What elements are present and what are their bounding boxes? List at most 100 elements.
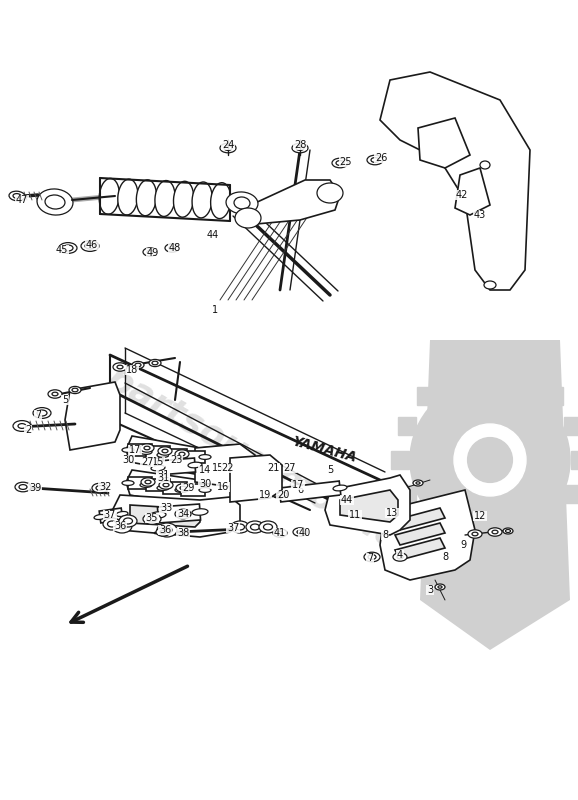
Polygon shape: [380, 72, 530, 290]
Ellipse shape: [157, 523, 177, 537]
Ellipse shape: [163, 483, 169, 486]
Ellipse shape: [141, 478, 155, 486]
Ellipse shape: [179, 452, 185, 456]
Ellipse shape: [9, 191, 25, 201]
Polygon shape: [146, 479, 170, 491]
Ellipse shape: [112, 519, 132, 533]
Polygon shape: [128, 477, 152, 489]
Bar: [391, 451, 409, 469]
Ellipse shape: [157, 453, 169, 458]
Polygon shape: [157, 504, 201, 523]
Ellipse shape: [149, 359, 161, 366]
Text: 33: 33: [160, 503, 172, 513]
Ellipse shape: [147, 250, 153, 254]
Polygon shape: [325, 475, 410, 535]
Bar: [398, 417, 416, 434]
Text: 47: 47: [16, 195, 28, 205]
Ellipse shape: [192, 182, 212, 218]
Text: 49: 49: [147, 248, 159, 258]
Text: 5: 5: [327, 465, 333, 475]
Polygon shape: [395, 523, 445, 545]
Ellipse shape: [162, 450, 168, 453]
Text: 21: 21: [157, 470, 169, 480]
Text: 30: 30: [199, 479, 211, 489]
Text: 26: 26: [375, 153, 387, 163]
Ellipse shape: [273, 529, 287, 538]
Ellipse shape: [158, 446, 172, 455]
Polygon shape: [126, 470, 240, 508]
Text: 6: 6: [297, 485, 303, 495]
Ellipse shape: [48, 390, 62, 398]
Circle shape: [468, 438, 513, 482]
Bar: [447, 368, 465, 386]
Polygon shape: [157, 458, 195, 475]
Ellipse shape: [438, 586, 442, 588]
Polygon shape: [181, 484, 205, 496]
Text: 9: 9: [460, 540, 466, 550]
Ellipse shape: [19, 485, 27, 490]
Ellipse shape: [251, 490, 265, 498]
Ellipse shape: [393, 553, 407, 562]
Ellipse shape: [159, 481, 173, 489]
Ellipse shape: [296, 146, 304, 150]
Ellipse shape: [264, 524, 272, 530]
Ellipse shape: [146, 481, 158, 486]
Polygon shape: [230, 455, 282, 502]
Ellipse shape: [103, 518, 121, 530]
Polygon shape: [130, 505, 200, 527]
Ellipse shape: [506, 530, 510, 533]
Text: 29: 29: [182, 483, 194, 493]
Ellipse shape: [117, 522, 127, 530]
Polygon shape: [395, 508, 445, 530]
Bar: [564, 417, 578, 434]
Text: 1: 1: [212, 305, 218, 315]
Text: 2: 2: [25, 425, 31, 435]
Ellipse shape: [364, 552, 380, 562]
Ellipse shape: [368, 554, 376, 559]
Ellipse shape: [472, 532, 478, 536]
Ellipse shape: [293, 528, 307, 536]
Text: 28: 28: [294, 140, 306, 150]
Ellipse shape: [164, 450, 176, 454]
Ellipse shape: [122, 448, 134, 452]
Text: 31: 31: [157, 473, 169, 483]
Ellipse shape: [413, 480, 423, 486]
Ellipse shape: [181, 453, 193, 458]
Ellipse shape: [72, 388, 78, 392]
Ellipse shape: [468, 530, 482, 538]
Ellipse shape: [210, 182, 231, 218]
Text: 15: 15: [212, 463, 224, 473]
Text: 46: 46: [86, 240, 98, 250]
Ellipse shape: [147, 516, 157, 522]
Ellipse shape: [179, 512, 187, 517]
Text: 21: 21: [267, 463, 279, 473]
Bar: [398, 486, 416, 503]
Ellipse shape: [37, 410, 47, 416]
Text: 36: 36: [114, 521, 126, 531]
Polygon shape: [418, 118, 470, 168]
Ellipse shape: [492, 530, 498, 534]
Ellipse shape: [37, 189, 73, 215]
Polygon shape: [146, 446, 170, 458]
Bar: [417, 514, 435, 533]
Text: 15: 15: [152, 457, 164, 467]
Ellipse shape: [108, 521, 117, 527]
Polygon shape: [279, 481, 341, 502]
Text: 20: 20: [277, 490, 289, 500]
Ellipse shape: [176, 484, 190, 492]
Ellipse shape: [136, 180, 157, 216]
Ellipse shape: [143, 248, 157, 256]
Ellipse shape: [124, 518, 132, 524]
Text: 5: 5: [62, 395, 68, 405]
Ellipse shape: [13, 421, 31, 431]
Circle shape: [410, 380, 570, 540]
Text: 3: 3: [427, 585, 433, 595]
Ellipse shape: [85, 243, 95, 249]
Polygon shape: [163, 449, 187, 461]
Text: 19: 19: [259, 490, 271, 500]
Bar: [564, 486, 578, 503]
Polygon shape: [99, 508, 123, 523]
Ellipse shape: [81, 241, 99, 251]
Polygon shape: [195, 444, 255, 488]
Ellipse shape: [160, 530, 166, 534]
